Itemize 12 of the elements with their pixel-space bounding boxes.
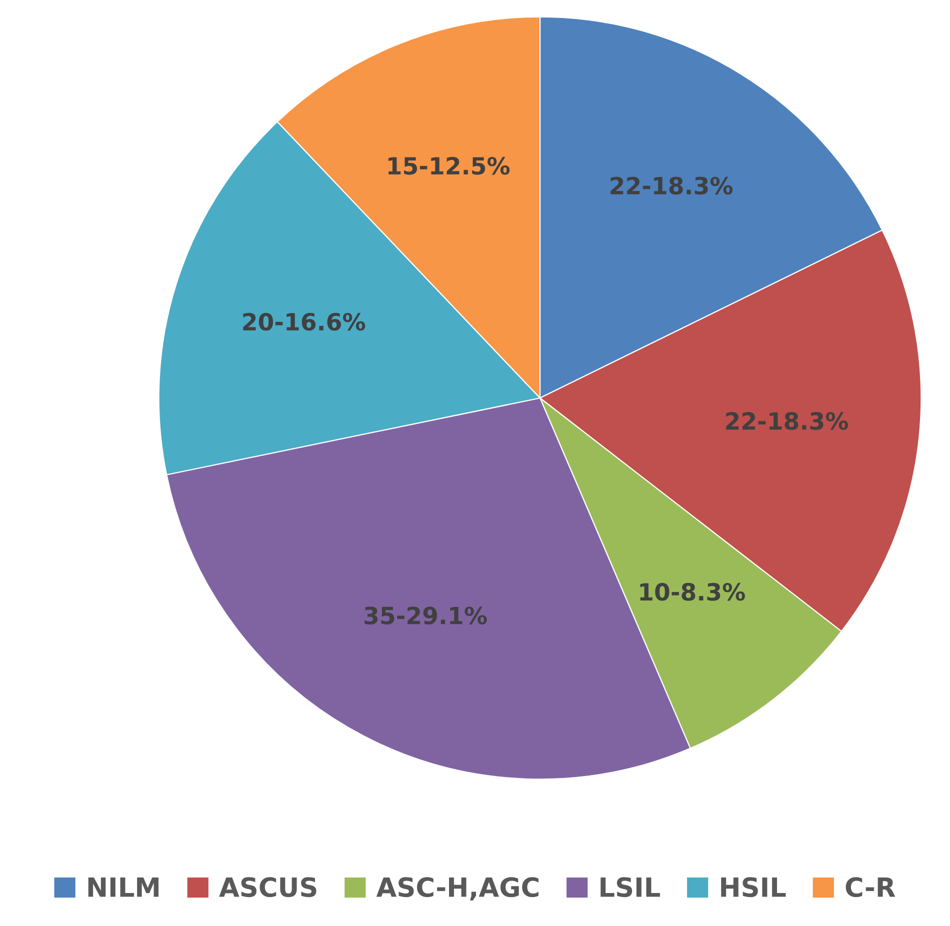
- data-label: 22-18.3%: [726, 412, 848, 430]
- legend-label: NILM: [88, 878, 158, 897]
- data-label: 20-16.6%: [243, 312, 366, 331]
- legend-label: LSIL: [600, 877, 660, 898]
- data-label: 10-8.3%: [640, 582, 745, 601]
- legend-label: C-R: [846, 877, 896, 898]
- data-label: 15-12.5%: [388, 156, 510, 175]
- legend-label: HSIL: [721, 877, 786, 898]
- data-label: 35-29.1%: [364, 606, 487, 624]
- data-label: 22-18.3%: [610, 176, 733, 195]
- legend-label: ASC-H,AGC: [376, 877, 538, 901]
- legend-label: ASCUS: [219, 877, 316, 898]
